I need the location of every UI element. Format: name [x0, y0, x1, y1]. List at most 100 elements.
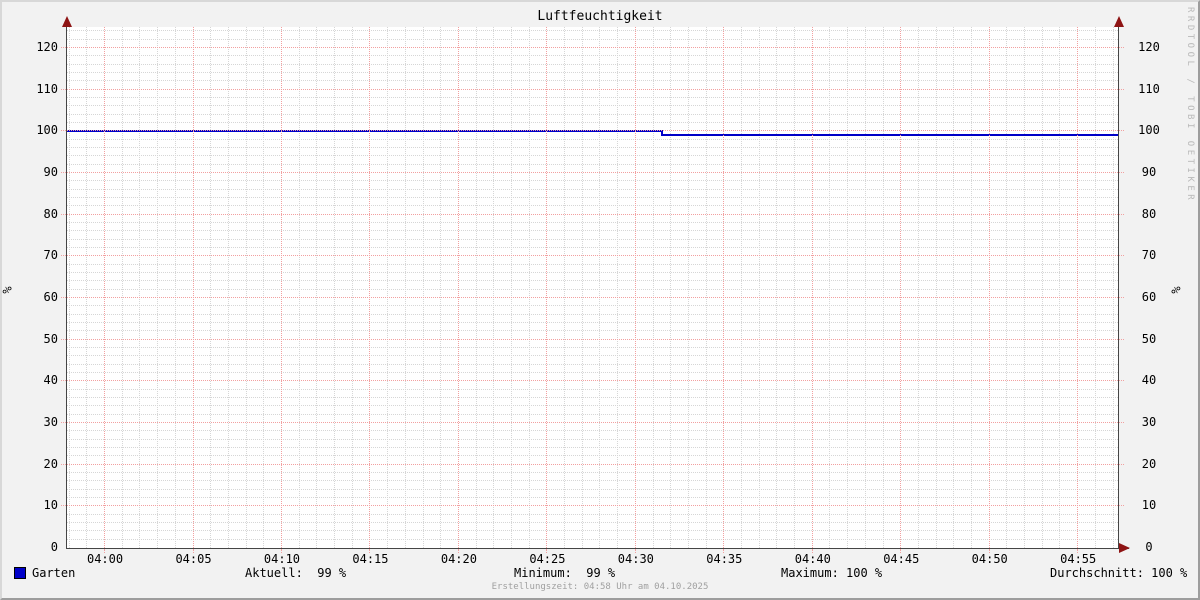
- gridline-major-v: [104, 27, 106, 548]
- x-tick-label: 04:25: [529, 552, 566, 566]
- x-tick-label: 04:55: [1060, 552, 1097, 566]
- series-line-garten: [67, 130, 1118, 136]
- x-tick-label: 04:30: [617, 552, 654, 566]
- y-tick-label-right: 60: [1141, 289, 1157, 304]
- y-tick-mark-left: [61, 213, 66, 215]
- gridline-minor-v: [1006, 27, 1008, 548]
- x-tick-mark: [369, 549, 371, 553]
- gridline-minor-v: [670, 27, 672, 548]
- y-axis-left: [66, 18, 67, 549]
- y-tick-label-right: 80: [1141, 206, 1157, 221]
- gridline-major-v: [280, 27, 282, 548]
- gridline-minor-v: [475, 27, 477, 548]
- gridline-minor-v: [334, 27, 336, 548]
- gridline-major-v: [369, 27, 371, 548]
- gridline-minor-h: [67, 521, 1118, 523]
- gridline-minor-h: [67, 396, 1118, 398]
- x-tick-mark: [280, 549, 282, 553]
- gridline-minor-v: [510, 27, 512, 548]
- gridline-minor-h: [67, 188, 1118, 190]
- y-tick-label-left: 120: [36, 39, 58, 54]
- gridline-minor-h: [67, 180, 1118, 182]
- gridline-major-h: [67, 338, 1118, 340]
- gridline-minor-v: [758, 27, 760, 548]
- x-tick-label: 04:20: [440, 552, 477, 566]
- gridline-minor-h: [67, 455, 1118, 457]
- gridline-minor-h: [67, 71, 1118, 73]
- gridline-minor-h: [67, 413, 1118, 415]
- stat-durchschnitt-value: 100 %: [1151, 566, 1188, 580]
- stat-durchschnitt: Durchschnitt: 100 %: [1050, 566, 1187, 580]
- gridline-minor-h: [67, 221, 1118, 223]
- gridline-minor-h: [67, 305, 1118, 307]
- x-tick-label: 04:35: [706, 552, 743, 566]
- gridline-minor-h: [67, 113, 1118, 115]
- gridline-minor-h: [67, 196, 1118, 198]
- gridline-minor-v: [1094, 27, 1096, 548]
- gridline-minor-v: [1041, 27, 1043, 548]
- gridline-minor-h: [67, 488, 1118, 490]
- gridline-minor-h: [67, 30, 1118, 32]
- gridline-minor-v: [316, 27, 318, 548]
- chart-title: Luftfeuchtigkeit: [537, 9, 663, 24]
- gridline-minor-v: [882, 27, 884, 548]
- gridline-minor-v: [864, 27, 866, 548]
- gridline-minor-v: [174, 27, 176, 548]
- gridline-minor-h: [67, 371, 1118, 373]
- gridline-minor-h: [67, 496, 1118, 498]
- gridline-minor-h: [67, 55, 1118, 57]
- y-tick-mark-right: [1119, 130, 1124, 132]
- gridline-major-v: [811, 27, 813, 548]
- gridline-minor-h: [67, 38, 1118, 40]
- gridline-minor-v: [599, 27, 601, 548]
- gridline-minor-v: [1112, 27, 1114, 548]
- gridline-minor-v: [387, 27, 389, 548]
- gridline-major-h: [67, 505, 1118, 507]
- gridline-minor-v: [705, 27, 707, 548]
- y-tick-label-left: 0: [50, 540, 58, 554]
- gridline-minor-v: [440, 27, 442, 548]
- gridline-minor-h: [67, 330, 1118, 332]
- gridline-major-h: [67, 171, 1118, 173]
- stat-minimum-value: 99 %: [586, 566, 616, 580]
- y-tick-label-left: 110: [36, 81, 58, 96]
- gridline-minor-v: [422, 27, 424, 548]
- gridline-major-v: [457, 27, 459, 548]
- stat-minimum-label: Minimum:: [514, 566, 572, 580]
- y-tick-mark-right: [1119, 380, 1124, 382]
- y-tick-label-right: 100: [1138, 123, 1160, 138]
- stat-aktuell: Aktuell: 99 %: [245, 566, 346, 580]
- y-tick-mark-left: [61, 46, 66, 48]
- x-tick-label: 04:00: [86, 552, 124, 566]
- x-tick-label: 04:15: [352, 552, 389, 566]
- gridline-minor-h: [67, 530, 1118, 532]
- gridline-minor-v: [564, 27, 566, 548]
- gridline-minor-v: [404, 27, 406, 548]
- gridline-minor-h: [67, 446, 1118, 448]
- y-tick-label-left: 100: [36, 123, 58, 138]
- gridline-major-v: [546, 27, 548, 548]
- stat-maximum-value: 100 %: [846, 566, 883, 580]
- x-tick-label: 04:45: [883, 552, 920, 566]
- stat-minimum: Minimum: 99 %: [514, 566, 615, 580]
- gridline-minor-v: [776, 27, 778, 548]
- y-tick-label-left: 20: [43, 456, 58, 471]
- gridline-minor-v: [263, 27, 265, 548]
- gridline-minor-h: [67, 388, 1118, 390]
- gridline-major-h: [67, 463, 1118, 465]
- gridline-minor-h: [67, 263, 1118, 265]
- gridline-minor-v: [741, 27, 742, 548]
- gridline-minor-v: [493, 27, 495, 548]
- y-tick-label-left: 80: [43, 206, 58, 221]
- gridline-minor-h: [67, 480, 1118, 482]
- gridline-minor-v: [617, 27, 619, 548]
- stat-aktuell-value: 99 %: [317, 566, 347, 580]
- y-tick-mark-right: [1119, 171, 1124, 173]
- x-tick-label: 04:05: [175, 552, 212, 566]
- y-tick-mark-left: [61, 505, 66, 507]
- rrdtool-watermark: RRDTOOL / TOBI OETIKER: [1185, 7, 1195, 204]
- gridline-major-v: [192, 27, 194, 548]
- y-tick-label-right: 20: [1141, 456, 1157, 471]
- gridline-minor-h: [67, 288, 1118, 290]
